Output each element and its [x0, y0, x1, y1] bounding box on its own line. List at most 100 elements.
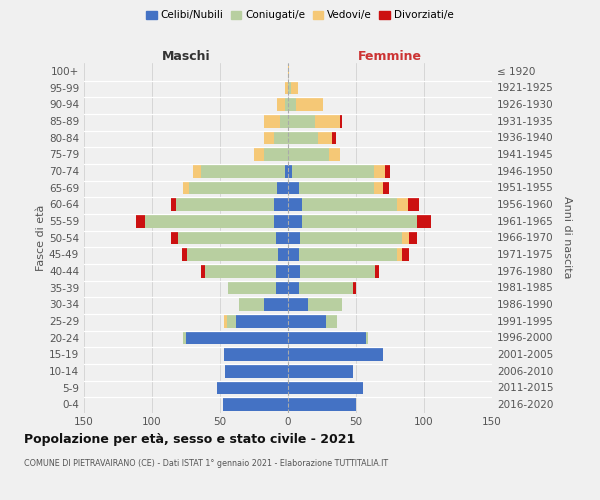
Bar	[292, 164, 374, 177]
Bar	[274, 130, 288, 144]
Bar	[288, 214, 302, 228]
Bar	[182, 248, 187, 261]
Bar	[308, 298, 343, 311]
Bar	[239, 298, 263, 311]
Bar	[291, 80, 298, 94]
Bar	[236, 314, 288, 328]
Bar	[178, 230, 276, 244]
Bar	[375, 264, 379, 278]
Y-axis label: Anni di nascita: Anni di nascita	[562, 196, 572, 278]
Bar	[254, 148, 263, 161]
Bar	[417, 214, 431, 228]
Bar	[397, 198, 407, 211]
Bar	[353, 280, 356, 294]
Bar	[299, 180, 374, 194]
Bar	[300, 230, 402, 244]
Bar	[274, 198, 288, 211]
Legend: Celibi/Nubili, Coniugati/e, Vedovi/e, Divorziati/e: Celibi/Nubili, Coniugati/e, Vedovi/e, Di…	[142, 6, 458, 25]
Bar	[407, 198, 419, 211]
Bar	[145, 214, 274, 228]
Y-axis label: Fasce di età: Fasce di età	[36, 204, 46, 270]
Bar	[288, 398, 356, 411]
Bar	[187, 248, 278, 261]
Bar	[227, 314, 236, 328]
Bar	[302, 198, 397, 211]
Bar	[288, 130, 318, 144]
Bar	[171, 230, 178, 244]
Bar	[274, 214, 288, 228]
Bar	[205, 264, 276, 278]
Bar	[409, 230, 417, 244]
Bar	[285, 164, 288, 177]
Text: Popolazione per età, sesso e stato civile - 2021: Popolazione per età, sesso e stato civil…	[24, 432, 355, 446]
Bar	[278, 248, 288, 261]
Bar	[288, 348, 383, 361]
Bar	[288, 280, 299, 294]
Bar	[276, 264, 288, 278]
Bar	[285, 80, 288, 94]
Bar	[228, 280, 276, 294]
Bar	[288, 80, 291, 94]
Bar	[340, 114, 343, 128]
Bar	[186, 330, 288, 344]
Bar	[288, 248, 299, 261]
Bar	[288, 98, 296, 111]
Bar	[276, 230, 288, 244]
Bar	[329, 148, 340, 161]
Bar	[288, 380, 363, 394]
Bar	[383, 180, 389, 194]
Bar	[397, 248, 402, 261]
Bar	[326, 314, 337, 328]
Bar	[263, 130, 274, 144]
Bar	[288, 330, 365, 344]
Bar	[263, 148, 288, 161]
Bar	[217, 380, 288, 394]
Bar	[374, 164, 385, 177]
Bar	[224, 348, 288, 361]
Text: Femmine: Femmine	[358, 50, 422, 62]
Bar	[288, 314, 326, 328]
Bar	[288, 64, 289, 78]
Bar	[263, 298, 288, 311]
Bar	[201, 264, 205, 278]
Bar	[277, 98, 285, 111]
Bar	[288, 180, 299, 194]
Bar	[318, 130, 332, 144]
Bar	[285, 98, 288, 111]
Bar	[226, 364, 288, 378]
Bar	[183, 330, 186, 344]
Bar	[193, 164, 201, 177]
Bar	[302, 214, 417, 228]
Bar	[288, 298, 308, 311]
Text: Maschi: Maschi	[161, 50, 211, 62]
Bar	[171, 198, 176, 211]
Bar	[136, 214, 145, 228]
Bar	[315, 114, 340, 128]
Bar	[189, 180, 277, 194]
Bar	[288, 264, 300, 278]
Bar	[288, 230, 300, 244]
Bar	[288, 364, 353, 378]
Bar	[402, 230, 409, 244]
Bar	[223, 398, 288, 411]
Bar	[183, 180, 189, 194]
Bar	[374, 180, 383, 194]
Bar	[176, 198, 274, 211]
Bar	[385, 164, 390, 177]
Bar	[276, 280, 288, 294]
Bar	[365, 330, 368, 344]
Bar	[402, 248, 409, 261]
Bar	[288, 114, 315, 128]
Bar	[296, 98, 323, 111]
Bar	[288, 148, 329, 161]
Bar	[300, 264, 375, 278]
Bar	[263, 114, 280, 128]
Bar	[288, 198, 302, 211]
Bar	[299, 248, 397, 261]
Bar	[201, 164, 285, 177]
Bar	[277, 180, 288, 194]
Bar	[332, 130, 335, 144]
Bar	[224, 314, 227, 328]
Bar	[280, 114, 288, 128]
Bar	[299, 280, 353, 294]
